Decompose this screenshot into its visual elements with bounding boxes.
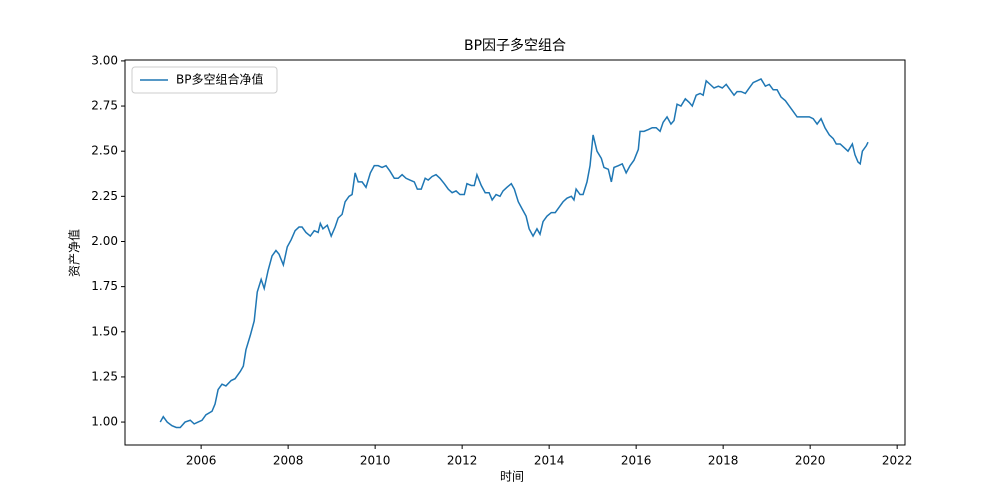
x-tick-label: 2014 xyxy=(534,454,565,468)
x-tick-label: 2006 xyxy=(186,454,217,468)
chart-title: BP因子多空组合 xyxy=(464,37,566,54)
y-tick-label: 1.00 xyxy=(91,415,118,429)
y-tick-label: 1.75 xyxy=(91,279,118,293)
plot-frame xyxy=(124,59,906,446)
x-tick-label: 2018 xyxy=(708,454,739,468)
y-tick-label: 2.50 xyxy=(91,144,118,158)
y-tick-label: 2.25 xyxy=(91,189,118,203)
y-tick-label: 2.75 xyxy=(91,99,118,113)
x-tick-label: 2012 xyxy=(447,454,478,468)
x-tick-label: 2010 xyxy=(360,454,391,468)
line-series xyxy=(159,77,869,429)
x-tick-label: 2022 xyxy=(882,454,913,468)
x-tick-label: 2016 xyxy=(621,454,652,468)
legend-box xyxy=(131,66,278,94)
y-tick-label: 1.25 xyxy=(91,369,118,383)
legend-label: BP多空组合净值 xyxy=(176,72,263,87)
x-axis-label: 时间 xyxy=(500,470,524,484)
y-tick-label: 1.50 xyxy=(91,324,118,338)
x-tick-label: 2008 xyxy=(273,454,304,468)
y-tick-label: 3.00 xyxy=(91,53,118,67)
y-tick-label: 2.00 xyxy=(91,234,118,248)
x-tick-label: 2020 xyxy=(795,454,826,468)
y-axis-label: 资产净值 xyxy=(67,229,82,277)
